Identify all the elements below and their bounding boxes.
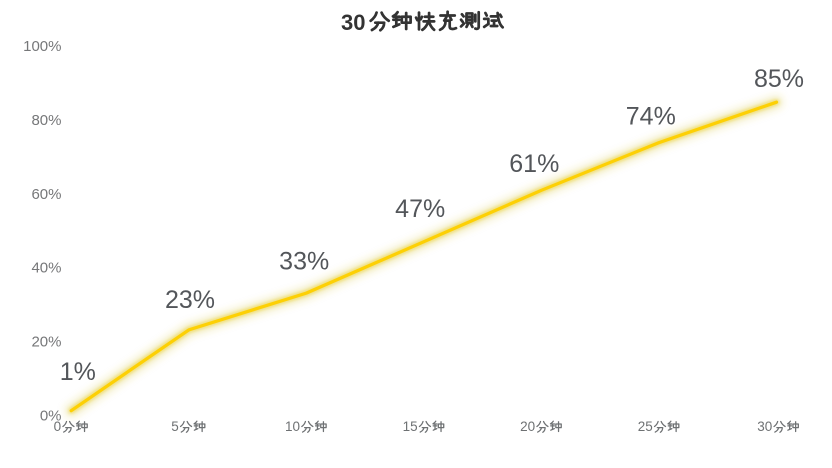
svg-text:30: 30 [341, 10, 365, 35]
svg-text:5: 5 [171, 419, 179, 434]
svg-text:1%: 1% [60, 358, 96, 386]
svg-text:15: 15 [403, 419, 418, 434]
svg-text:20%: 20% [31, 334, 61, 351]
svg-text:100%: 100% [23, 38, 61, 55]
svg-text:74%: 74% [626, 103, 676, 131]
svg-text:60%: 60% [31, 186, 61, 203]
svg-text:25: 25 [638, 419, 653, 434]
svg-text:0: 0 [54, 419, 62, 434]
svg-text:0%: 0% [40, 407, 62, 424]
svg-text:23%: 23% [165, 286, 215, 314]
svg-text:85%: 85% [754, 65, 804, 93]
svg-text:47%: 47% [395, 195, 445, 223]
svg-text:10: 10 [285, 419, 300, 434]
svg-text:40%: 40% [31, 260, 61, 277]
svg-text:33%: 33% [279, 248, 329, 276]
svg-text:30: 30 [757, 419, 772, 434]
svg-text:80%: 80% [31, 112, 61, 129]
svg-text:61%: 61% [509, 150, 559, 178]
svg-text:20: 20 [520, 419, 535, 434]
